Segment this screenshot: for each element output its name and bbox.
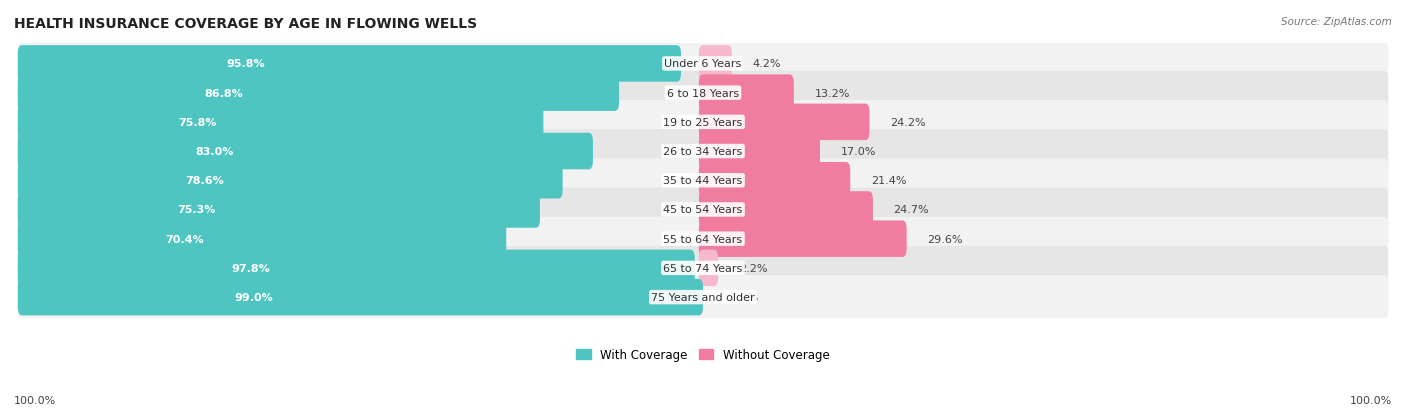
FancyBboxPatch shape [18,247,1388,290]
Text: 17.0%: 17.0% [841,147,876,157]
Text: Under 6 Years: Under 6 Years [665,59,741,69]
Text: 70.4%: 70.4% [166,234,204,244]
FancyBboxPatch shape [18,221,506,257]
Text: 1.0%: 1.0% [731,292,759,302]
Text: 21.4%: 21.4% [870,176,907,186]
Text: 24.7%: 24.7% [894,205,929,215]
FancyBboxPatch shape [18,275,1388,319]
Text: 19 to 25 Years: 19 to 25 Years [664,118,742,128]
Text: 78.6%: 78.6% [186,176,224,186]
FancyBboxPatch shape [699,250,718,287]
FancyBboxPatch shape [18,159,1388,203]
Text: 75.8%: 75.8% [179,118,217,128]
Text: 45 to 54 Years: 45 to 54 Years [664,205,742,215]
Text: 24.2%: 24.2% [890,118,925,128]
FancyBboxPatch shape [18,133,593,170]
Text: HEALTH INSURANCE COVERAGE BY AGE IN FLOWING WELLS: HEALTH INSURANCE COVERAGE BY AGE IN FLOW… [14,17,477,31]
FancyBboxPatch shape [18,250,695,287]
FancyBboxPatch shape [699,221,907,257]
FancyBboxPatch shape [699,46,733,83]
Text: 100.0%: 100.0% [1350,395,1392,405]
FancyBboxPatch shape [18,188,1388,232]
FancyBboxPatch shape [18,163,562,199]
Text: Source: ZipAtlas.com: Source: ZipAtlas.com [1281,17,1392,26]
Text: 55 to 64 Years: 55 to 64 Years [664,234,742,244]
Text: 99.0%: 99.0% [233,292,273,302]
FancyBboxPatch shape [699,163,851,199]
FancyBboxPatch shape [18,71,1388,115]
Text: 29.6%: 29.6% [928,234,963,244]
FancyBboxPatch shape [699,75,794,112]
Text: 75.3%: 75.3% [177,205,215,215]
FancyBboxPatch shape [18,46,681,83]
FancyBboxPatch shape [18,130,1388,173]
Text: 26 to 34 Years: 26 to 34 Years [664,147,742,157]
Text: 6 to 18 Years: 6 to 18 Years [666,88,740,98]
Legend: With Coverage, Without Coverage: With Coverage, Without Coverage [576,348,830,361]
FancyBboxPatch shape [18,101,1388,145]
Text: 75 Years and older: 75 Years and older [651,292,755,302]
FancyBboxPatch shape [18,75,619,112]
Text: 2.2%: 2.2% [738,263,768,273]
Text: 97.8%: 97.8% [231,263,270,273]
Text: 13.2%: 13.2% [814,88,849,98]
Text: 65 to 74 Years: 65 to 74 Years [664,263,742,273]
Text: 4.2%: 4.2% [752,59,782,69]
FancyBboxPatch shape [18,279,703,316]
FancyBboxPatch shape [18,43,1388,86]
FancyBboxPatch shape [699,133,820,170]
FancyBboxPatch shape [699,192,873,228]
Text: 83.0%: 83.0% [195,147,233,157]
FancyBboxPatch shape [699,104,869,141]
Text: 86.8%: 86.8% [205,88,243,98]
FancyBboxPatch shape [18,217,1388,261]
Text: 95.8%: 95.8% [226,59,264,69]
FancyBboxPatch shape [18,192,540,228]
Text: 35 to 44 Years: 35 to 44 Years [664,176,742,186]
FancyBboxPatch shape [18,104,543,141]
Text: 100.0%: 100.0% [14,395,56,405]
